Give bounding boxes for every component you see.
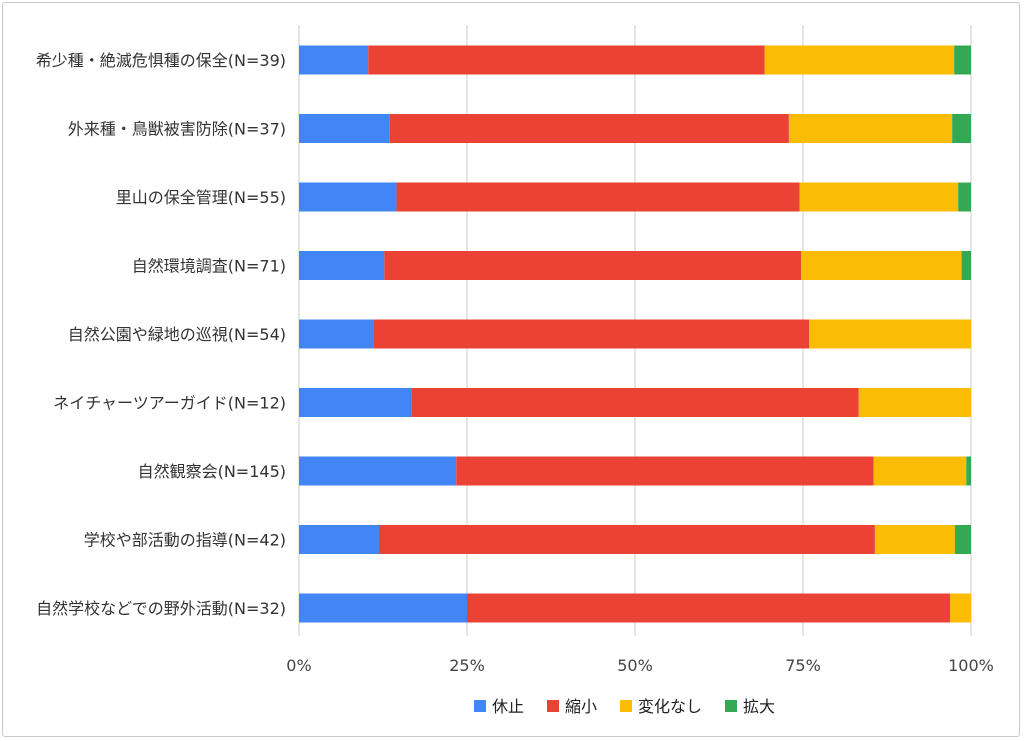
category-label: 里山の保全管理(N=55) — [116, 188, 286, 207]
legend-swatch — [547, 700, 559, 712]
legend-label: 変化なし — [638, 697, 702, 716]
category-label: 希少種・絶滅危惧種の保全(N=39) — [36, 51, 286, 70]
x-tick-label: 100% — [948, 656, 994, 675]
bar-segment-1 — [299, 525, 379, 554]
category-label: 学校や部活動の指導(N=42) — [84, 531, 286, 550]
bar-segment-3 — [858, 388, 971, 417]
bar-segment-2 — [396, 182, 800, 212]
legend-swatch — [725, 700, 737, 712]
legend-swatch — [474, 700, 486, 712]
bar-segment-2 — [373, 319, 810, 349]
x-tick-label: 50% — [617, 656, 653, 675]
bar-segment-2 — [368, 45, 765, 75]
bar-segment-4 — [966, 456, 971, 486]
bar-segment-1 — [299, 456, 457, 486]
bar-segment-3 — [799, 182, 959, 212]
category-label: 自然環境調査(N=71) — [132, 257, 286, 276]
bar-segment-3 — [788, 114, 953, 143]
bar-segment-2 — [384, 251, 801, 280]
category-labels: 希少種・絶滅危惧種の保全(N=39) 外来種・鳥獣被害防除(N=37) 里山の保全管… — [36, 51, 286, 618]
legend-label: 縮小 — [565, 697, 597, 716]
bar-segment-1 — [299, 45, 369, 75]
bar-segment-1 — [299, 593, 467, 623]
bar-segment-2 — [456, 456, 874, 486]
bar-segment-3 — [950, 593, 971, 623]
bar-segment-1 — [299, 251, 385, 280]
bar-segment-3 — [873, 456, 967, 486]
bar-segment-1 — [299, 388, 412, 417]
bar-segment-3 — [809, 319, 971, 349]
bar-segment-1 — [299, 319, 374, 349]
bar-segment-4 — [961, 251, 971, 280]
bar-segment-4 — [954, 525, 971, 554]
category-label: 自然公園や緑地の巡視(N=54) — [68, 325, 286, 344]
bar-segment-3 — [800, 251, 962, 280]
category-label: ネイチャーツアーガイド(N=12) — [53, 394, 286, 413]
x-tick-label: 0% — [286, 656, 311, 675]
bar-segment-2 — [378, 525, 875, 554]
category-label: 外来種・鳥獣被害防除(N=37) — [68, 120, 286, 139]
bar-segment-3 — [764, 45, 955, 75]
legend-swatch — [620, 700, 632, 712]
category-label: 自然観察会(N=145) — [138, 462, 286, 481]
legend-label: 休止 — [492, 697, 524, 716]
bar-segment-2 — [467, 593, 951, 623]
bar-segment-1 — [299, 182, 397, 212]
bar-segment-3 — [874, 525, 955, 554]
bar-segment-4 — [954, 45, 971, 75]
x-tick-label: 75% — [785, 656, 821, 675]
x-tick-label: 25% — [449, 656, 485, 675]
bar-segment-2 — [411, 388, 859, 417]
bar-segment-1 — [299, 114, 390, 143]
x-axis-ticks: 0% 25% 50% 75% 100% — [286, 656, 994, 675]
bar-segment-4 — [958, 182, 971, 212]
category-label: 自然学校などでの野外活動(N=32) — [36, 599, 286, 618]
bar-segment-4 — [952, 114, 971, 143]
legend-label: 拡大 — [743, 697, 775, 716]
bars-layer — [299, 45, 971, 623]
bar-segment-2 — [389, 114, 789, 143]
legend: 休止 縮小 変化なし 拡大 — [474, 697, 775, 716]
